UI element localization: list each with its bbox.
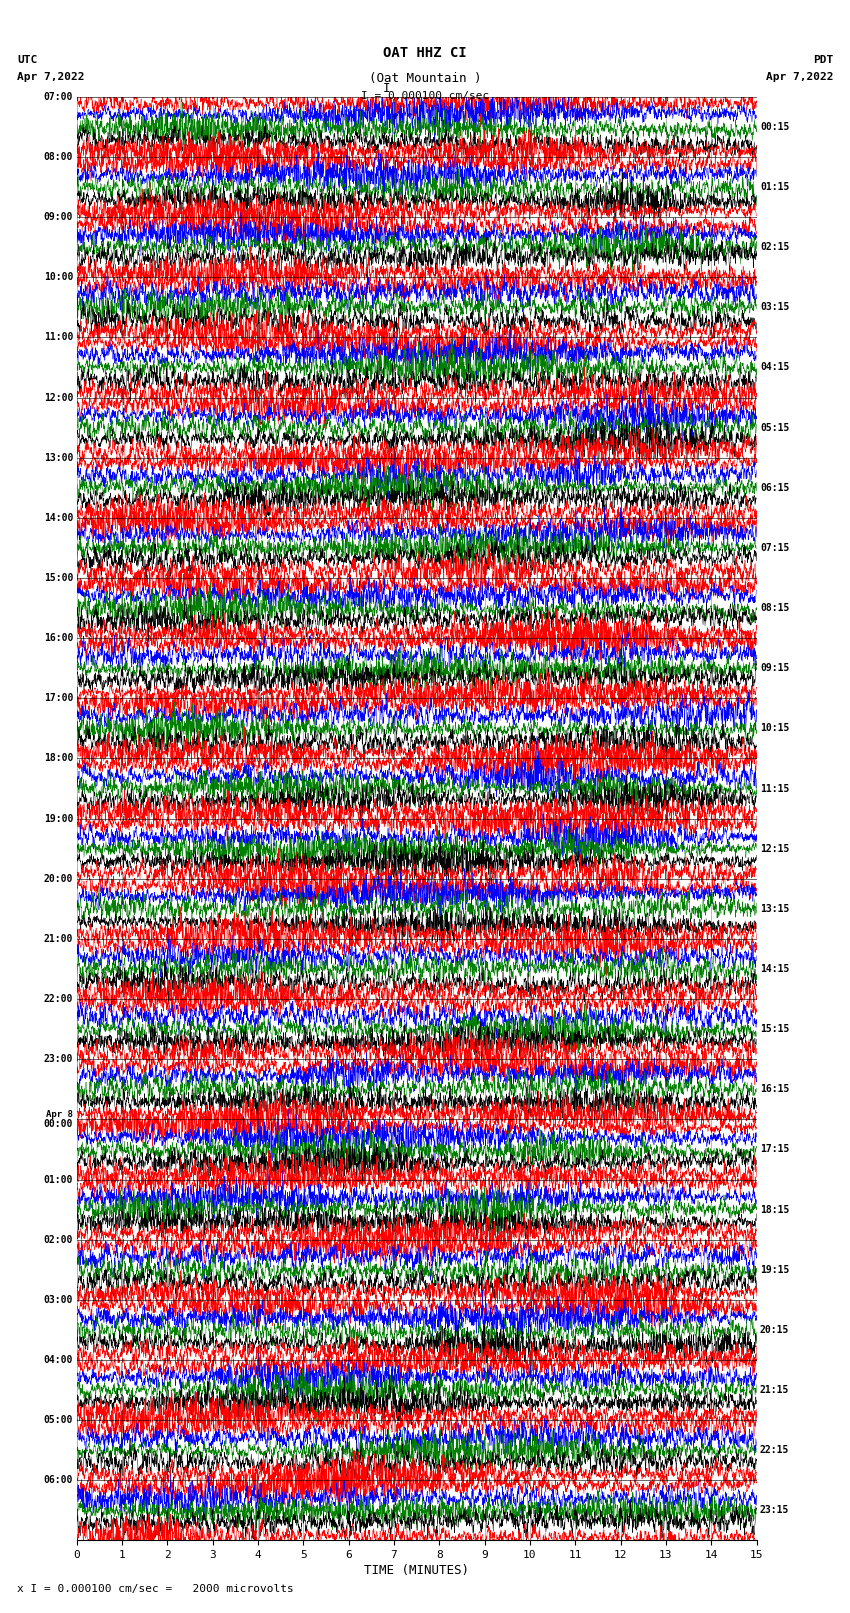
Text: 01:00: 01:00 — [43, 1174, 73, 1184]
Text: 00:00: 00:00 — [43, 1119, 73, 1129]
Text: (Oat Mountain ): (Oat Mountain ) — [369, 71, 481, 85]
Text: PDT: PDT — [813, 55, 833, 65]
Text: 16:15: 16:15 — [760, 1084, 790, 1094]
Text: 09:15: 09:15 — [760, 663, 790, 673]
Text: 22:00: 22:00 — [43, 994, 73, 1003]
Text: 01:15: 01:15 — [760, 182, 790, 192]
Text: 12:00: 12:00 — [43, 392, 73, 403]
Text: 10:00: 10:00 — [43, 273, 73, 282]
Text: 00:15: 00:15 — [760, 123, 790, 132]
Text: 07:15: 07:15 — [760, 544, 790, 553]
Text: x I = 0.000100 cm/sec =   2000 microvolts: x I = 0.000100 cm/sec = 2000 microvolts — [17, 1584, 294, 1594]
Text: 11:00: 11:00 — [43, 332, 73, 342]
Text: 15:15: 15:15 — [760, 1024, 790, 1034]
Text: 21:15: 21:15 — [760, 1386, 790, 1395]
Text: UTC: UTC — [17, 55, 37, 65]
Text: 19:00: 19:00 — [43, 813, 73, 824]
Text: 10:15: 10:15 — [760, 723, 790, 734]
Text: 02:15: 02:15 — [760, 242, 790, 252]
Text: 11:15: 11:15 — [760, 784, 790, 794]
Text: 05:00: 05:00 — [43, 1415, 73, 1426]
Text: I: I — [383, 82, 390, 95]
Text: 20:15: 20:15 — [760, 1324, 790, 1336]
Text: OAT HHZ CI: OAT HHZ CI — [383, 47, 467, 60]
Text: 23:00: 23:00 — [43, 1055, 73, 1065]
X-axis label: TIME (MINUTES): TIME (MINUTES) — [364, 1565, 469, 1578]
Text: 16:00: 16:00 — [43, 634, 73, 644]
Text: 17:15: 17:15 — [760, 1145, 790, 1155]
Text: 06:00: 06:00 — [43, 1476, 73, 1486]
Text: 02:00: 02:00 — [43, 1234, 73, 1245]
Text: 03:00: 03:00 — [43, 1295, 73, 1305]
Text: 08:15: 08:15 — [760, 603, 790, 613]
Text: I = 0.000100 cm/sec: I = 0.000100 cm/sec — [361, 90, 489, 102]
Text: 18:15: 18:15 — [760, 1205, 790, 1215]
Text: Apr 7,2022: Apr 7,2022 — [766, 71, 833, 82]
Text: 12:15: 12:15 — [760, 844, 790, 853]
Text: 20:00: 20:00 — [43, 874, 73, 884]
Text: 03:15: 03:15 — [760, 302, 790, 313]
Text: 15:00: 15:00 — [43, 573, 73, 582]
Text: 23:15: 23:15 — [760, 1505, 790, 1515]
Text: 06:15: 06:15 — [760, 482, 790, 492]
Text: 09:00: 09:00 — [43, 211, 73, 223]
Text: 19:15: 19:15 — [760, 1265, 790, 1274]
Text: 04:15: 04:15 — [760, 363, 790, 373]
Text: 07:00: 07:00 — [43, 92, 73, 102]
Text: 17:00: 17:00 — [43, 694, 73, 703]
Text: 13:15: 13:15 — [760, 903, 790, 915]
Text: 14:00: 14:00 — [43, 513, 73, 523]
Text: 18:00: 18:00 — [43, 753, 73, 763]
Text: Apr 8: Apr 8 — [46, 1110, 73, 1119]
Text: 22:15: 22:15 — [760, 1445, 790, 1455]
Text: 21:00: 21:00 — [43, 934, 73, 944]
Text: 05:15: 05:15 — [760, 423, 790, 432]
Text: 13:00: 13:00 — [43, 453, 73, 463]
Text: 08:00: 08:00 — [43, 152, 73, 161]
Text: 14:15: 14:15 — [760, 965, 790, 974]
Text: 04:00: 04:00 — [43, 1355, 73, 1365]
Text: Apr 7,2022: Apr 7,2022 — [17, 71, 84, 82]
